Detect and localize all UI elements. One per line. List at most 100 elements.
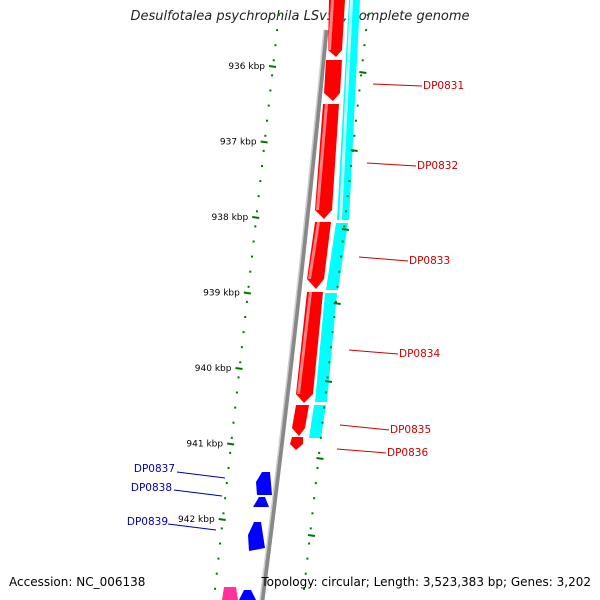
ruler-tick <box>252 216 260 219</box>
ruler-dot-outer <box>304 572 307 575</box>
ruler-dot-outer <box>355 119 358 122</box>
accession-text: Accession: NC_006138 <box>9 575 146 589</box>
ruler-tick <box>268 65 277 68</box>
misc-feature <box>222 587 238 600</box>
cds-arrow <box>315 104 339 219</box>
genome-backbone-highlight <box>259 29 325 600</box>
ruler-dot-inner <box>222 512 225 515</box>
ruler-dot-inner <box>229 451 232 454</box>
ruler-dot-inner <box>245 300 248 303</box>
cyan-segment <box>309 405 326 438</box>
topology-text: Topology: circular; Length: 3,523,383 bp… <box>261 575 591 589</box>
gene-leader-line <box>339 424 390 431</box>
ruler-dot-outer <box>343 225 346 228</box>
reverse-gene-label[interactable]: DP0838 <box>131 482 172 494</box>
ruler-dot-outer <box>309 527 312 530</box>
ruler-dot-outer <box>313 497 316 500</box>
ruler-dot-inner <box>219 542 222 545</box>
ruler-dot-inner <box>227 467 230 469</box>
forward-gene-label[interactable]: DP0833 <box>409 255 450 267</box>
ruler-dot-inner <box>234 406 237 409</box>
forward-gene-label[interactable]: DP0831 <box>423 80 464 92</box>
ruler-dot-inner <box>250 255 253 258</box>
reverse-gene-label[interactable]: DP0839 <box>127 516 168 528</box>
ruler-dot-outer <box>344 210 347 213</box>
outer-ruler-tick <box>359 71 367 74</box>
ruler-dot-outer <box>334 300 337 303</box>
forward-gene-label[interactable]: DP0832 <box>417 160 458 172</box>
ruler-dot-inner <box>267 104 270 107</box>
ruler-dot-inner <box>257 195 260 198</box>
forward-gene-label[interactable]: DP0834 <box>399 348 440 360</box>
cds-arrow <box>253 497 269 507</box>
cds-arrow <box>324 60 342 101</box>
ruler-dot-outer <box>353 134 356 137</box>
ruler-dot-outer <box>328 361 331 364</box>
outer-ruler-tick <box>341 228 350 231</box>
ruler-dot-outer <box>336 285 339 288</box>
ruler-dot-outer <box>303 587 306 590</box>
ruler-dot-inner <box>261 165 264 167</box>
ruler-dot-inner <box>247 285 250 288</box>
ruler-dot-inner <box>254 225 257 228</box>
ruler-dot-outer <box>363 44 366 47</box>
ruler-dot-inner <box>237 376 240 379</box>
ruler-dot-inner <box>217 557 220 560</box>
outer-ruler-tick <box>333 302 341 305</box>
ruler-dot-outer <box>333 316 336 318</box>
outer-ruler-tick <box>350 149 358 152</box>
ruler-dot-inner <box>266 119 269 122</box>
ruler-dot-inner <box>225 482 228 485</box>
ruler-ticks: 936 kbp 937 kbp 938 kbp 939 kbp 940 kbp 941 k… <box>178 62 277 525</box>
ruler-dot-outer <box>358 89 361 92</box>
ruler-dot-inner <box>252 240 255 243</box>
ruler-dot-inner <box>220 527 223 530</box>
cds-arrow <box>292 405 309 436</box>
ruler-dots <box>214 14 369 590</box>
ruler-dot-inner <box>232 421 235 424</box>
ruler-dot-outer <box>341 240 344 243</box>
cyan-strip <box>339 0 353 220</box>
ruler-dot-outer <box>308 542 311 545</box>
forward-gene-label[interactable]: DP0835 <box>390 424 431 436</box>
ruler-dot-outer <box>329 346 332 349</box>
ruler-dot-outer <box>318 451 321 454</box>
ruler-dot-outer <box>314 482 317 485</box>
ruler-dot-outer <box>326 376 329 379</box>
ruler-dot-outer <box>321 421 324 424</box>
gene-leader-line <box>348 349 399 355</box>
reverse-gene-label[interactable]: DP0837 <box>134 463 175 475</box>
ruler-dot-inner <box>239 361 242 364</box>
gene-leader-line <box>366 162 417 167</box>
cds-highlight <box>316 104 328 210</box>
ruler-dot-inner <box>276 29 279 32</box>
genome-backbone <box>259 29 329 600</box>
forward-cds-track <box>290 0 345 450</box>
ruler-dot-inner <box>255 210 258 213</box>
gene-leader-line <box>167 523 217 531</box>
ruler-tick <box>226 442 235 446</box>
ruler-dot-inner <box>242 331 245 334</box>
ruler-dot-inner <box>277 14 280 16</box>
ruler-tick-label: 936 kbp <box>228 62 265 72</box>
cds-arrow <box>296 292 323 403</box>
cds-highlight <box>297 292 312 394</box>
forward-gene-label[interactable]: DP0836 <box>387 447 428 459</box>
ruler-dot-inner <box>230 436 233 439</box>
ruler-dot-outer <box>323 406 326 409</box>
ruler-dot-inner <box>215 572 218 575</box>
ruler-dot-inner <box>269 89 272 92</box>
ruler-dot-inner <box>249 270 252 273</box>
ruler-dot-outer <box>350 165 353 167</box>
cds-highlight <box>308 222 320 279</box>
ruler-dot-outer <box>365 29 368 32</box>
cyan-segment <box>326 223 348 290</box>
cyan-segment <box>315 293 337 402</box>
ruler-dot-outer <box>360 74 363 77</box>
cds-arrow <box>239 590 256 600</box>
cds-arrow <box>290 437 303 450</box>
cds-arrow <box>248 522 265 551</box>
gene-leader-line <box>176 471 226 479</box>
ruler-dot-outer <box>306 557 309 560</box>
